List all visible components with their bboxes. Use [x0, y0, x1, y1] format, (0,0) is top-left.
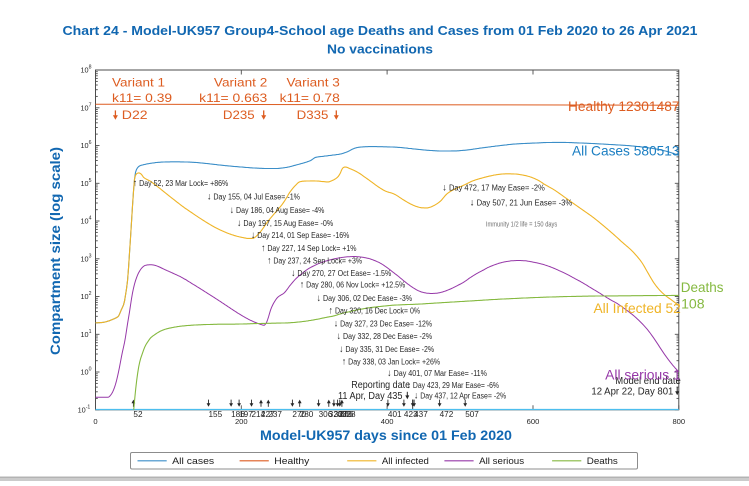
svg-text:12 Apr 22, Day 801: 12 Apr 22, Day 801: [591, 386, 673, 397]
svg-text:401: 401: [388, 410, 402, 419]
svg-text:Variant 3: Variant 3: [287, 76, 341, 90]
svg-text:7: 7: [89, 102, 92, 108]
svg-text:327: 327: [334, 410, 348, 419]
svg-text:270: 270: [292, 410, 306, 419]
svg-text:No vaccinations: No vaccinations: [327, 41, 433, 56]
svg-text:306: 306: [319, 410, 333, 419]
svg-text:All serious 1: All serious 1: [605, 366, 681, 382]
svg-text:↓ Day 214, 01 Sep Ease= -16%: ↓ Day 214, 01 Sep Ease= -16%: [251, 230, 349, 241]
svg-text:↓ Day 332, 28 Dec Ease= -2%: ↓ Day 332, 28 Dec Ease= -2%: [337, 331, 432, 342]
svg-text:4: 4: [89, 216, 92, 222]
svg-text:↓ Day 423, 29 Mar Ease= -6%: ↓ Day 423, 29 Mar Ease= -6%: [407, 380, 499, 391]
svg-text:↓ Day 335, 31 Dec Ease= -2%: ↓ Day 335, 31 Dec Ease= -2%: [339, 344, 434, 355]
svg-text:↑ Day 227, 14 Sep Lock= +1%: ↑ Day 227, 14 Sep Lock= +1%: [261, 243, 356, 254]
svg-text:437: 437: [414, 410, 428, 419]
svg-text:↓ Day 197, 15 Aug Ease= -0%: ↓ Day 197, 15 Aug Ease= -0%: [237, 218, 333, 229]
svg-text:3: 3: [89, 253, 92, 259]
svg-text:k11= 0.39: k11= 0.39: [112, 91, 172, 105]
svg-text:423: 423: [404, 410, 418, 419]
svg-text:10: 10: [80, 179, 88, 188]
svg-text:52: 52: [133, 410, 143, 419]
svg-text:Chart 24 - Model-UK957 Group4-: Chart 24 - Model-UK957 Group4-School age…: [63, 23, 698, 38]
svg-text:Variant 2: Variant 2: [214, 76, 267, 90]
svg-text:1: 1: [89, 329, 92, 335]
svg-text:10: 10: [80, 292, 88, 301]
svg-text:-1: -1: [86, 404, 91, 410]
svg-text:↓ Day 401, 07 Mar Ease= -11%: ↓ Day 401, 07 Mar Ease= -11%: [387, 368, 487, 379]
svg-text:11 Apr, Day 435: 11 Apr, Day 435: [338, 391, 403, 402]
svg-text:0: 0: [89, 367, 92, 373]
svg-text:Reporting date: Reporting date: [351, 380, 410, 391]
svg-text:k11= 0.78: k11= 0.78: [280, 91, 341, 105]
svg-text:5: 5: [89, 178, 92, 184]
svg-text:10: 10: [80, 254, 88, 263]
svg-text:Deaths: Deaths: [681, 279, 724, 295]
svg-text:800: 800: [672, 417, 685, 426]
svg-text:↑ Day 338, 03 Jan Lock= +26%: ↑ Day 338, 03 Jan Lock= +26%: [342, 356, 440, 367]
svg-text:472: 472: [440, 410, 454, 419]
svg-text:10: 10: [80, 103, 88, 112]
svg-text:Model-UK957 days since 01 Feb: Model-UK957 days since 01 Feb 2020: [260, 428, 512, 443]
svg-text:227: 227: [261, 410, 275, 419]
svg-text:600: 600: [527, 417, 540, 426]
svg-text:10: 10: [80, 217, 88, 226]
svg-text:↑ Day 320, 16 Dec Lock= 0%: ↑ Day 320, 16 Dec Lock= 0%: [329, 306, 420, 317]
svg-text:All infected: All infected: [382, 456, 429, 466]
svg-text:Deaths: Deaths: [587, 456, 619, 466]
svg-text:10: 10: [78, 405, 86, 414]
svg-text:All Cases 580513: All Cases 580513: [572, 143, 680, 159]
svg-text:↓ Day 270, 27 Oct Ease= -1.5%: ↓ Day 270, 27 Oct Ease= -1.5%: [291, 268, 391, 279]
svg-text:↑ Day 52, 23 Mar Lock= +86%: ↑ Day 52, 23 Mar Lock= +86%: [133, 178, 228, 189]
svg-text:Variant 1: Variant 1: [112, 76, 165, 90]
svg-text:280: 280: [300, 410, 314, 419]
svg-text:2: 2: [89, 291, 92, 297]
svg-text:All serious: All serious: [479, 456, 525, 466]
svg-text:200: 200: [235, 417, 248, 426]
svg-text:Immunity 1/2 life = 150 days: Immunity 1/2 life = 150 days: [486, 221, 558, 228]
svg-text:↓ Day 155, 04 Jul Ease= -1%: ↓ Day 155, 04 Jul Ease= -1%: [207, 192, 300, 203]
svg-text:↓ Day 507, 21 Jun Ease= -3%: ↓ Day 507, 21 Jun Ease= -3%: [470, 197, 572, 208]
svg-text:Healthy 12301487: Healthy 12301487: [568, 98, 680, 114]
svg-text:10: 10: [80, 141, 88, 150]
svg-text:332: 332: [338, 410, 352, 419]
svg-text:335: 335: [340, 410, 354, 419]
svg-text:Healthy: Healthy: [274, 456, 310, 466]
svg-text:237: 237: [268, 410, 282, 419]
svg-text:D335: D335: [297, 108, 329, 122]
svg-text:10: 10: [80, 66, 88, 75]
svg-text:400: 400: [381, 417, 394, 426]
svg-text:k11= 0.663: k11= 0.663: [199, 91, 268, 105]
svg-text:Compartment size (log scale): Compartment size (log scale): [48, 147, 63, 355]
svg-text:155: 155: [209, 410, 223, 419]
svg-text:108: 108: [681, 295, 705, 311]
svg-text:D235: D235: [223, 108, 255, 122]
svg-text:338: 338: [342, 410, 356, 419]
svg-text:D22: D22: [122, 108, 148, 122]
svg-text:10: 10: [80, 330, 88, 339]
svg-text:↑ Day 280, 06 Nov Lock= +12.5%: ↑ Day 280, 06 Nov Lock= +12.5%: [300, 279, 405, 290]
svg-text:All Infected 52: All Infected 52: [594, 300, 681, 316]
svg-text:↑ Day 237, 24 Sep Lock= +3%: ↑ Day 237, 24 Sep Lock= +3%: [267, 256, 362, 267]
svg-text:↓ Day 437, 12 Apr Ease= -2%: ↓ Day 437, 12 Apr Ease= -2%: [414, 391, 506, 402]
svg-text:186: 186: [231, 410, 245, 419]
svg-text:All cases: All cases: [172, 456, 215, 466]
svg-text:8: 8: [89, 65, 92, 71]
svg-text:↓ Day 186, 04 Aug Ease= -4%: ↓ Day 186, 04 Aug Ease= -4%: [230, 205, 325, 216]
svg-text:320: 320: [329, 410, 343, 419]
svg-text:10: 10: [80, 368, 88, 377]
svg-text:↓ Day 327, 23 Dec Ease= -12%: ↓ Day 327, 23 Dec Ease= -12%: [334, 319, 432, 330]
svg-text:0: 0: [93, 417, 97, 426]
svg-text:↓ Day 306, 02 Dec Ease= -3%: ↓ Day 306, 02 Dec Ease= -3%: [317, 293, 412, 304]
svg-text:507: 507: [465, 410, 479, 419]
svg-text:↓ Day 472, 17 May Ease= -2%: ↓ Day 472, 17 May Ease= -2%: [442, 182, 544, 193]
svg-text:214: 214: [252, 410, 266, 419]
svg-text:197: 197: [239, 410, 253, 419]
svg-text:6: 6: [89, 140, 92, 146]
svg-text:Model end date: Model end date: [615, 376, 681, 387]
